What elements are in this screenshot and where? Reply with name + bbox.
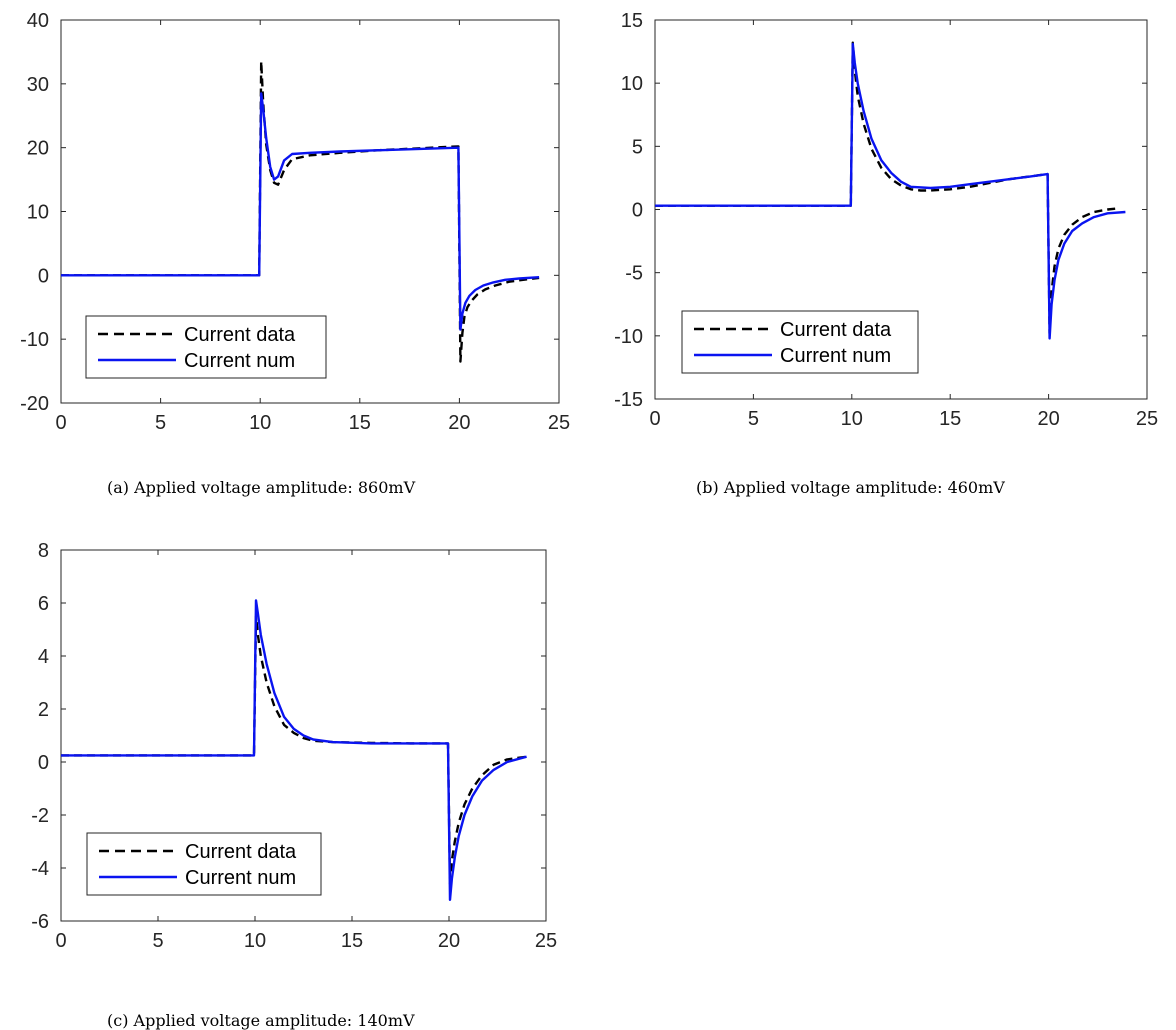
y-tick-label-c: 6 <box>38 593 49 615</box>
x-tick-label-c: 10 <box>244 930 266 952</box>
x-tick-label-b: 15 <box>939 408 961 430</box>
y-tick-label-a: 20 <box>27 138 49 160</box>
legend-label-num-c: Current num <box>185 867 296 889</box>
x-tick-label-a: 25 <box>548 412 570 434</box>
panel-a: 0 5 10 15 20 25 -20 -10 0 10 20 30 40 Current data Cur… <box>0 0 580 510</box>
caption-a-tag: (a) <box>107 478 130 497</box>
legend-label-data-c: Current data <box>185 841 297 863</box>
x-tick-label-a: 0 <box>55 412 66 434</box>
legend-box-c <box>86 832 322 896</box>
y-tick-label-a: -20 <box>20 393 49 415</box>
x-tick-label-a: 10 <box>249 412 271 434</box>
caption-c-text: Applied voltage amplitude: 140mV <box>133 1011 415 1030</box>
x-tick-label-c: 20 <box>438 930 460 952</box>
y-tick-label-c: 8 <box>38 540 49 562</box>
x-tick-label-a: 20 <box>448 412 470 434</box>
caption-a-text: Applied voltage amplitude: 860mV <box>134 478 416 497</box>
y-tick-label-a: 40 <box>27 10 49 32</box>
legend-b: Current data Current num <box>681 310 919 374</box>
caption-b: (b) Applied voltage amplitude: 460mV <box>696 478 1005 497</box>
panel-c: 0 5 10 15 20 25 -6 -4 -2 0 2 4 6 8 Current data Current… <box>0 520 580 1030</box>
series-current-num-c <box>61 599 527 901</box>
y-tick-label-c: 4 <box>38 646 49 668</box>
x-tick-label-b: 10 <box>841 408 863 430</box>
panel-b: 0 5 10 15 20 25 -15 -10 -5 0 5 10 15 Current data Curr… <box>600 0 1176 510</box>
x-tick-label-b: 5 <box>748 408 759 430</box>
y-tick-label-a: 0 <box>38 265 49 287</box>
x-tick-label-b: 25 <box>1136 408 1158 430</box>
legend-label-num-a: Current num <box>184 350 295 372</box>
y-tick-label-b: 15 <box>621 10 643 32</box>
x-tick-label-a: 15 <box>349 412 371 434</box>
series-current-num-b <box>655 42 1126 340</box>
y-tick-label-a: -10 <box>20 329 49 351</box>
legend-a: Current data Current num <box>85 315 327 379</box>
y-tick-label-c: -6 <box>31 911 49 933</box>
caption-b-tag: (b) <box>696 478 719 497</box>
y-tick-label-b: 10 <box>621 73 643 95</box>
x-tick-label-b: 20 <box>1037 408 1059 430</box>
y-tick-label-c: -2 <box>31 805 49 827</box>
caption-c-tag: (c) <box>107 1011 129 1030</box>
y-tick-label-c: 0 <box>38 752 49 774</box>
legend-c: Current data Current num <box>86 832 322 896</box>
y-tick-label-a: 30 <box>27 74 49 96</box>
x-tick-label-c: 0 <box>55 930 66 952</box>
x-tick-label-c: 15 <box>341 930 363 952</box>
x-tick-label-c: 25 <box>535 930 557 952</box>
legend-box-a <box>85 315 327 379</box>
y-tick-label-c: -4 <box>31 858 49 880</box>
y-tick-label-a: 10 <box>27 202 49 224</box>
caption-b-text: Applied voltage amplitude: 460mV <box>723 478 1005 497</box>
y-tick-label-b: 5 <box>632 136 643 158</box>
legend-label-num-b: Current num <box>780 345 891 367</box>
series-current-data-b <box>655 41 1120 335</box>
y-tick-label-b: -15 <box>614 389 643 411</box>
legend-label-data-a: Current data <box>184 324 296 346</box>
caption-a: (a) Applied voltage amplitude: 860mV <box>107 478 415 497</box>
x-tick-label-a: 5 <box>155 412 166 434</box>
y-tick-label-b: 0 <box>632 200 643 222</box>
caption-c: (c) Applied voltage amplitude: 140mV <box>107 1011 415 1030</box>
legend-box-b <box>681 310 919 374</box>
legend-label-data-b: Current data <box>780 319 892 341</box>
x-tick-label-c: 5 <box>152 930 163 952</box>
y-tick-label-b: -10 <box>614 326 643 348</box>
y-tick-label-c: 2 <box>38 699 49 721</box>
series-current-num-a <box>61 92 540 331</box>
x-tick-label-b: 0 <box>649 408 660 430</box>
y-tick-label-b: -5 <box>625 263 643 285</box>
